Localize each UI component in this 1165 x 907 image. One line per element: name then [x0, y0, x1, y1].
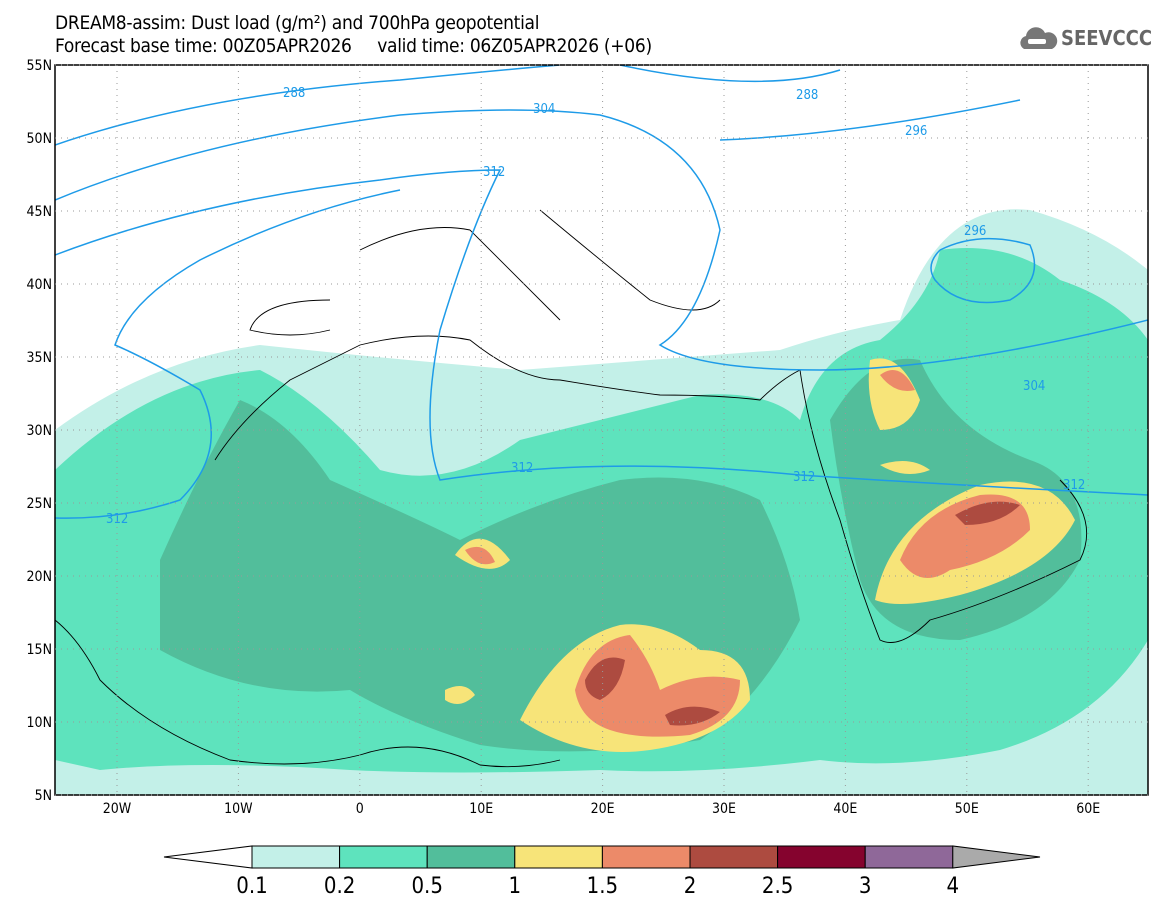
lon-label: 50E [955, 801, 979, 817]
coastlines [55, 209, 1088, 768]
colorbar-label: 2 [684, 874, 697, 899]
colorbar-swatch [426, 845, 516, 869]
colorbar: 0.1 0.2 0.5 1 1.5 2 2.5 3 4 [163, 845, 1041, 899]
lon-label: 0 [356, 801, 364, 817]
contour-label: 296 [905, 124, 927, 139]
colorbar-swatch [514, 845, 603, 869]
colorbar-label: 4 [947, 874, 960, 899]
cloud-icon [1020, 27, 1058, 49]
colorbar-swatch [777, 845, 866, 869]
lon-label: 10E [469, 801, 493, 817]
longitude-labels: 20W 10W 0 10E 20E 30E 40E 50E 60E [103, 65, 1100, 817]
colorbar-under-arrow [163, 845, 253, 869]
lat-label: 30N [27, 423, 52, 439]
colorbar-swatch [689, 845, 779, 869]
contour-label: 304 [1023, 379, 1045, 394]
lat-label: 25N [27, 496, 52, 512]
lat-label: 50N [27, 131, 52, 147]
colorbar-swatch [251, 845, 341, 869]
lat-label: 10N [27, 715, 52, 731]
lon-label: 20E [591, 801, 615, 817]
lat-label: 5N [35, 788, 52, 804]
lat-label: 55N [27, 58, 52, 74]
colorbar-swatch [601, 845, 691, 869]
lon-label: 30E [712, 801, 736, 817]
lat-label: 45N [27, 204, 52, 220]
forecast-times: Forecast base time: 00Z05APR2026 valid t… [55, 35, 652, 57]
contour-label: 312 [1063, 478, 1085, 493]
lat-label: 40N [27, 277, 52, 293]
colorbar-label: 0.2 [324, 874, 355, 899]
colorbar-label: 3 [859, 874, 872, 899]
contour-label: 312 [106, 512, 128, 527]
lat-label: 35N [27, 350, 52, 366]
contour-label: 296 [964, 224, 986, 239]
contour-label: 304 [533, 102, 555, 117]
contour-label: 312 [511, 461, 533, 476]
chart-title: DREAM8-assim: Dust load (g/m²) and 700hP… [55, 12, 540, 34]
latitude-labels: 55N 50N 45N 40N 35N 30N 25N 20N 15N 10N 5N [27, 58, 1148, 804]
geopotential-contours [55, 65, 1148, 519]
contour-label: 288 [283, 86, 305, 101]
contour-label: 312 [793, 470, 815, 485]
contour-label: 312 [483, 165, 505, 180]
lon-label: 20W [103, 801, 132, 817]
colorbar-swatch [864, 845, 954, 869]
dust-level-1.5 [465, 370, 1030, 737]
contour-labels: 288 304 312 288 296 296 304 312 312 312 … [106, 86, 1085, 527]
seevccc-logo: SEEVCCC [1018, 25, 1152, 51]
colorbar-label: 1.5 [587, 874, 618, 899]
dust-level-2 [585, 501, 1020, 726]
colorbar-swatch [339, 845, 428, 869]
colorbar-label: 2.5 [762, 874, 793, 899]
contour-label: 288 [796, 88, 818, 103]
lon-label: 10W [224, 801, 253, 817]
lat-label: 15N [27, 642, 52, 658]
colorbar-label: 0.1 [236, 874, 267, 899]
logo-text: SEEVCCC [1061, 26, 1153, 50]
lon-label: 60E [1076, 801, 1100, 817]
dust-field [55, 209, 1148, 795]
dust-level-0.5 [160, 358, 1082, 752]
lat-label: 20N [27, 569, 52, 585]
lon-label: 40E [833, 801, 857, 817]
colorbar-label: 0.5 [411, 874, 442, 899]
colorbar-over-arrow [952, 845, 1041, 869]
colorbar-label: 1 [509, 874, 522, 899]
